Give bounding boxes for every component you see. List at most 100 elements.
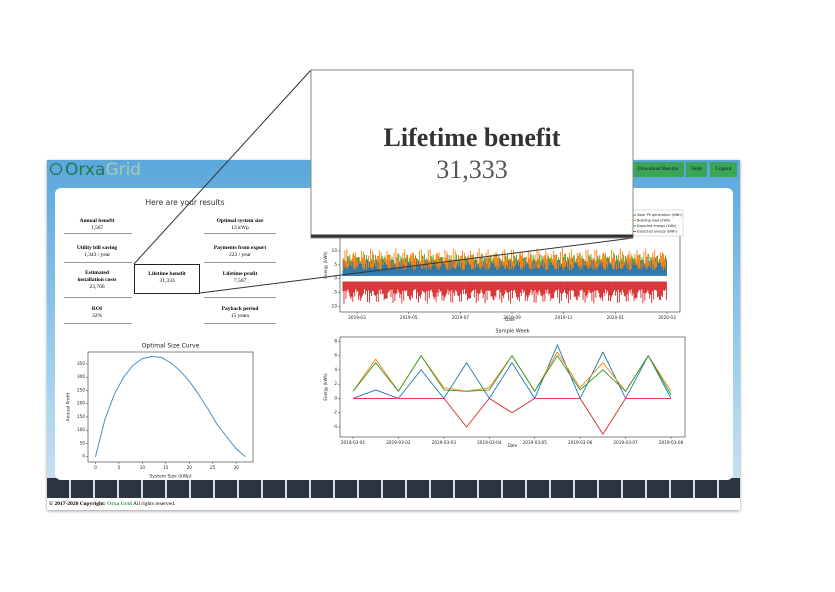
metric: Annual benefit 1,567	[52, 218, 142, 232]
x-tick-label: 2020-01	[607, 315, 625, 320]
y-tick-label: 0	[334, 395, 337, 400]
separator	[64, 323, 132, 324]
metric-label: Optimal system size	[216, 218, 264, 224]
metric-value: 23,766	[89, 284, 105, 290]
metric: Payments from export 223 / year	[195, 245, 285, 259]
y-axis-label: Energy (kWh)	[323, 373, 328, 401]
metric-label: Annual benefit	[79, 218, 115, 224]
copyright: © 2017-2020 Copyright:	[49, 501, 106, 507]
zoom-panel	[310, 69, 634, 239]
metric-value: 1,567	[90, 225, 104, 231]
footer: © 2017-2020 Copyright: Orxa Grid All rig…	[47, 498, 740, 510]
logo[interactable]: OrxaGrid	[65, 160, 141, 180]
zoom-label: Lifetime benefit	[384, 123, 561, 152]
legend-box	[630, 209, 684, 237]
x-axis-label: System Size (kWp)	[149, 474, 192, 480]
metric-label: ROI	[91, 306, 103, 312]
y-axis-label: Energy (kWh)	[323, 251, 328, 279]
separator	[64, 262, 132, 263]
x-tick-label: 2019-03	[348, 315, 366, 320]
week-line	[352, 351, 672, 392]
metric-label: Utility bill saving	[76, 245, 118, 251]
x-tick-label: 20	[187, 465, 193, 470]
logout-button[interactable]: Logout	[710, 162, 737, 177]
metric: Utility bill saving 1,343 / year	[52, 245, 142, 259]
metric: Lifetime profit 7,567	[195, 271, 285, 285]
y-tick-label: -4	[333, 424, 338, 429]
metric: Optimal system size 13 kWp	[195, 218, 285, 232]
x-tick-label: 5	[118, 465, 121, 470]
x-tick-label: 30	[233, 465, 239, 470]
week-line	[352, 344, 672, 399]
curve	[95, 356, 246, 458]
plot-frame	[339, 336, 686, 438]
logo-icon	[50, 163, 62, 175]
metric-value: 13 kWp	[231, 225, 249, 231]
separator	[64, 233, 132, 234]
zoom-line	[199, 237, 634, 294]
solar-panels	[47, 478, 740, 498]
download-button[interactable]: Download Results	[632, 162, 684, 177]
x-tick-label: 2019-03-03	[432, 440, 457, 445]
separator	[204, 297, 276, 298]
metric-value: 32%	[91, 313, 103, 319]
metric-value: 223 / year	[229, 252, 251, 258]
chart-title: Sample Week	[495, 329, 529, 335]
metric-label: Lifetime profit	[222, 271, 258, 277]
help-button[interactable]: Help	[686, 162, 707, 177]
metric-label: Payments from export	[213, 245, 267, 251]
y-tick-label: 8	[334, 338, 337, 343]
y-tick-label: 0	[334, 276, 337, 281]
energy-texture	[342, 259, 667, 276]
legend-label: Building load (kWh)	[637, 219, 671, 223]
y-tick-label: 10	[332, 248, 338, 253]
x-tick-label: 2019-07	[452, 315, 470, 320]
metric-value: 31,333	[159, 278, 175, 284]
metric: ROI 32%	[52, 306, 142, 320]
x-tick-label: 2019-11	[555, 315, 573, 320]
footer-brand: Orxa Grid	[107, 501, 132, 507]
y-tick-label: 300	[77, 374, 85, 379]
y-axis-label: Annual Profit	[66, 392, 72, 421]
y-tick-label: 100	[77, 427, 85, 432]
legend-label: Expected energy (kWh)	[637, 230, 678, 234]
y-tick-label: 200	[77, 401, 85, 406]
x-tick-label: 25	[210, 465, 216, 470]
results-title: Here are your results	[145, 198, 225, 207]
x-tick-label: 2020-03	[658, 315, 676, 320]
y-tick-label: 6	[334, 353, 337, 358]
y-tick-label: 350	[77, 361, 85, 366]
x-tick-label: 0	[94, 465, 97, 470]
week-line	[353, 397, 671, 435]
logo-part: Orxa	[65, 160, 106, 180]
x-tick-label: 15	[163, 465, 169, 470]
x-tick-label: 2019-03-08	[659, 440, 684, 445]
y-tick-label: -5	[333, 290, 338, 295]
x-tick-label: 2019-03-07	[613, 440, 638, 445]
x-tick-label: 2019-03-02	[386, 440, 411, 445]
separator	[204, 323, 276, 324]
metric: Payback period 15 years	[195, 306, 285, 320]
logo-part: Grid	[105, 160, 142, 180]
plot-frame	[87, 351, 254, 463]
zoom-line	[133, 69, 312, 265]
x-tick-label: 2019-03-05	[523, 440, 548, 445]
metric: Lifetime benefit 31,333	[122, 271, 212, 285]
x-axis-label: Date	[505, 317, 515, 322]
highlight-box	[134, 264, 200, 294]
y-tick-label: 150	[77, 414, 85, 419]
metric-value: 1,343 / year	[83, 252, 111, 258]
x-tick-label: 2019-03-01	[341, 440, 366, 445]
separator	[64, 297, 132, 298]
metric: Estimated installation costs 23,766	[52, 270, 142, 291]
metric-label: Payback period	[221, 306, 259, 312]
x-tick-label: 2019-09	[503, 315, 521, 320]
x-tick-label: 10	[140, 465, 146, 470]
y-tick-label: 2	[334, 381, 337, 386]
x-tick-label: 2019-05	[400, 315, 418, 320]
x-axis-label: Date	[508, 443, 518, 448]
y-tick-label: 250	[77, 387, 85, 392]
rights: All rights reserved.	[133, 501, 176, 507]
